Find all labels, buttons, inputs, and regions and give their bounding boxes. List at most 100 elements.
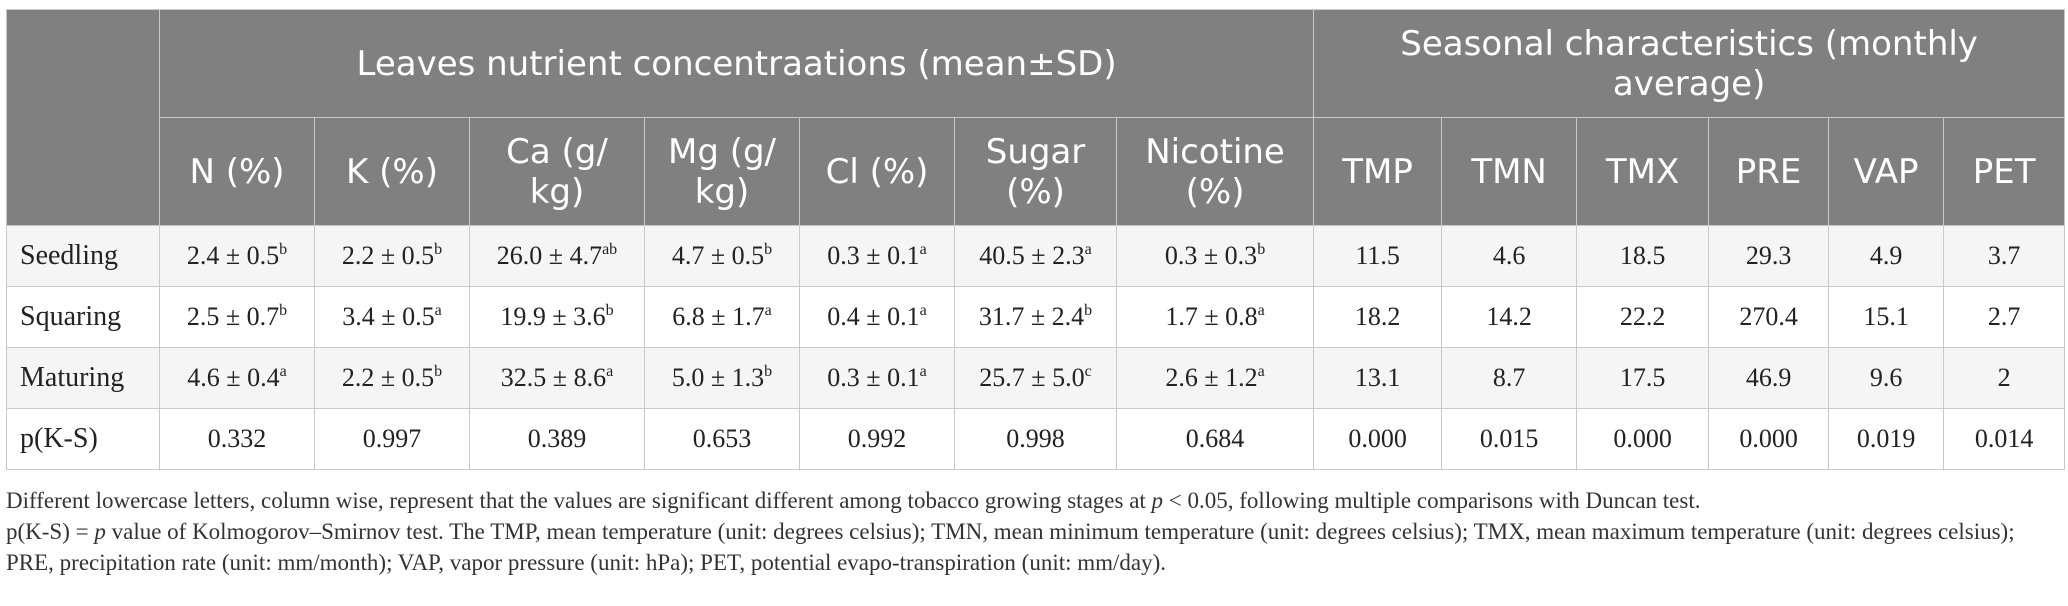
cell-tmp: 11.5 — [1313, 225, 1443, 287]
footnote-abbreviations: p(K-S) = p value of Kolmogorov–Smirnov t… — [6, 516, 2062, 578]
cell-value: 6.8 ± 1.7 — [672, 302, 765, 331]
footnote-text: p(K-S) = — [6, 519, 95, 544]
column-header-vap: VAP — [1828, 117, 1945, 226]
cell-value: 40.5 ± 2.3 — [979, 241, 1085, 270]
significance-letter: a — [434, 302, 442, 319]
cell-vap: 9.6 — [1828, 347, 1945, 409]
cell-value: 13.1 — [1354, 363, 1401, 392]
cell-value: 0.992 — [847, 424, 907, 453]
cell-mg: 0.653 — [644, 408, 800, 470]
cell-value: 3.7 — [1987, 241, 2021, 270]
cell-value: 4.6 — [1492, 241, 1526, 270]
cell-value: 18.2 — [1354, 302, 1401, 331]
cell-value: 0.014 — [1974, 424, 2034, 453]
column-header-n: N (%) — [159, 117, 315, 226]
cell-ca: 19.9 ± 3.6b — [469, 286, 645, 348]
significance-letter: a — [1084, 241, 1092, 258]
significance-letter: b — [605, 302, 614, 319]
cell-value: 0.4 ± 0.1 — [827, 302, 920, 331]
cell-tmn: 14.2 — [1441, 286, 1578, 348]
cell-value: 25.7 ± 5.0 — [979, 363, 1085, 392]
cell-tmn: 0.015 — [1441, 408, 1578, 470]
significance-letter: a — [279, 363, 287, 380]
cell-sugar: 25.7 ± 5.0c — [954, 347, 1117, 409]
cell-value: 270.4 — [1739, 302, 1798, 331]
cell-value: 2.6 ± 1.2 — [1165, 363, 1258, 392]
footnote-significance: Different lowercase letters, column wise… — [6, 485, 2062, 516]
cell-value: 19.9 ± 3.6 — [500, 302, 606, 331]
cell-value: 2.2 ± 0.5 — [341, 363, 435, 392]
cell-pre: 29.3 — [1708, 225, 1830, 287]
cell-k: 3.4 ± 0.5a — [314, 286, 470, 348]
cell-value: 46.9 — [1745, 363, 1792, 392]
cell-value: 2 — [1997, 363, 2011, 392]
cell-mg: 5.0 ± 1.3b — [644, 347, 800, 409]
cell-cl: 0.3 ± 0.1a — [799, 347, 955, 409]
significance-letter: a — [1257, 363, 1265, 380]
cell-sugar: 40.5 ± 2.3a — [954, 225, 1117, 287]
cell-tmx: 17.5 — [1576, 347, 1710, 409]
cell-nicotine: 0.3 ± 0.3b — [1115, 225, 1315, 287]
cell-value: 2.2 ± 0.5 — [341, 241, 435, 270]
cell-value: 3.4 ± 0.5 — [342, 302, 435, 331]
significance-letter: b — [434, 241, 443, 258]
column-header-tmx: TMX — [1576, 117, 1710, 226]
column-header-ca: Ca (g/ kg) — [469, 117, 645, 226]
cell-sugar: 31.7 ± 2.4b — [954, 286, 1117, 348]
cell-value: 2.7 — [1987, 302, 2021, 331]
cell-n: 2.4 ± 0.5b — [159, 225, 315, 287]
cell-k: 2.2 ± 0.5b — [314, 225, 470, 287]
significance-letter: b — [764, 363, 773, 380]
cell-tmn: 8.7 — [1441, 347, 1578, 409]
cell-value: 17.5 — [1619, 363, 1666, 392]
cell-n: 0.332 — [159, 408, 315, 470]
cell-value: 26.0 ± 4.7 — [496, 241, 603, 270]
cell-value: 0.000 — [1739, 424, 1798, 453]
cell-value: 4.9 — [1869, 241, 1903, 270]
cell-value: 15.1 — [1863, 302, 1909, 331]
cell-tmp: 0.000 — [1313, 408, 1443, 470]
cell-vap: 0.019 — [1828, 408, 1945, 470]
cell-pre: 46.9 — [1708, 347, 1830, 409]
footnote-p-symbol: p — [94, 519, 106, 544]
column-header-cl: Cl (%) — [799, 117, 955, 226]
cell-pet: 2.7 — [1943, 286, 2066, 348]
significance-letter: a — [919, 302, 927, 319]
significance-letter: b — [1257, 241, 1266, 258]
seasonal-group-header: Seasonal characteristics (monthly averag… — [1313, 9, 2066, 118]
cell-ca: 0.389 — [469, 408, 645, 470]
column-header-pre: PRE — [1708, 117, 1830, 226]
cell-value: 11.5 — [1355, 241, 1400, 270]
cell-value: 0.684 — [1185, 424, 1245, 453]
cell-tmx: 18.5 — [1576, 225, 1710, 287]
significance-letter: b — [279, 302, 288, 319]
cell-value: 0.332 — [207, 424, 267, 453]
column-header-nicotine: Nicotine (%) — [1115, 117, 1315, 226]
cell-value: 31.7 ± 2.4 — [978, 302, 1085, 331]
cell-value: 0.000 — [1348, 424, 1407, 453]
significance-letter: c — [1084, 363, 1092, 380]
cell-value: 0.3 ± 0.1 — [827, 363, 920, 392]
cell-value: 29.3 — [1745, 241, 1792, 270]
table-footnotes: Different lowercase letters, column wise… — [6, 485, 2062, 578]
cell-n: 2.5 ± 0.7b — [159, 286, 315, 348]
cell-ca: 32.5 ± 8.6a — [469, 347, 645, 409]
nutrient-seasonal-table: Leaves nutrient concentraations (mean±SD… — [6, 9, 2066, 470]
row-label: Squaring — [6, 286, 160, 348]
cell-cl: 0.4 ± 0.1a — [799, 286, 955, 348]
significance-letter: a — [606, 363, 614, 380]
cell-cl: 0.3 ± 0.1a — [799, 225, 955, 287]
cell-nicotine: 2.6 ± 1.2a — [1115, 347, 1315, 409]
cell-cl: 0.992 — [799, 408, 955, 470]
footnote-text: value of Kolmogorov–Smirnov test. The TM… — [6, 519, 2015, 575]
cell-tmp: 13.1 — [1313, 347, 1443, 409]
cell-value: 0.3 ± 0.3 — [1164, 241, 1258, 270]
significance-letter: a — [919, 241, 927, 258]
cell-k: 2.2 ± 0.5b — [314, 347, 470, 409]
cell-sugar: 0.998 — [954, 408, 1117, 470]
cell-pet: 3.7 — [1943, 225, 2066, 287]
significance-letter: a — [1257, 302, 1265, 319]
table-row: Squaring 2.5 ± 0.7b 3.4 ± 0.5a 19.9 ± 3.6b 6… — [6, 286, 2066, 348]
cell-pre: 0.000 — [1708, 408, 1830, 470]
column-header-pet: PET — [1943, 117, 2066, 226]
